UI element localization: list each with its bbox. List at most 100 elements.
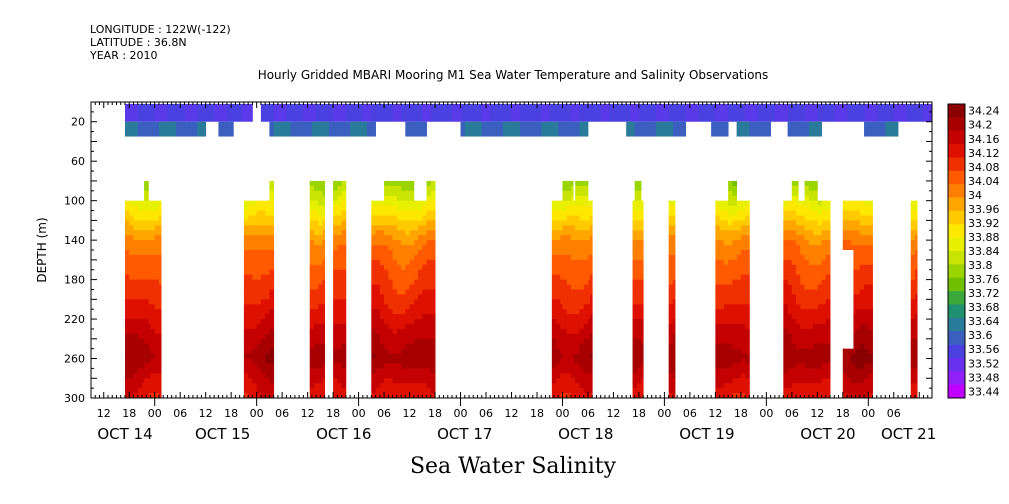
deep-cell <box>413 259 419 266</box>
deep-cell <box>562 205 568 211</box>
deep-cell <box>313 289 319 295</box>
deep-cell <box>418 358 423 364</box>
deep-cell <box>813 289 818 295</box>
deep-cell <box>392 269 398 276</box>
deep-cell <box>384 284 389 290</box>
deep-cell <box>333 210 338 216</box>
deep-cell <box>800 235 805 241</box>
deep-cell <box>129 210 134 216</box>
deep-cell <box>796 264 799 271</box>
deep-cell <box>590 200 593 206</box>
deep-cell <box>430 200 436 206</box>
deep-cell <box>260 338 266 345</box>
deep-cell <box>322 225 326 231</box>
shallow-cell <box>481 121 487 137</box>
surface-strip <box>269 103 376 122</box>
deep-cell <box>392 245 398 251</box>
deep-cell <box>551 343 557 350</box>
deep-cell <box>864 309 869 315</box>
deep-cell <box>583 328 589 335</box>
deep-cell <box>243 299 249 305</box>
deep-cell <box>915 388 918 394</box>
deep-cell <box>396 309 402 315</box>
deep-cell <box>796 180 799 187</box>
deep-cell <box>736 240 742 246</box>
deep-cell <box>915 393 918 399</box>
deep-cell <box>910 210 916 216</box>
deep-cell <box>248 210 253 216</box>
deep-cell <box>583 225 589 231</box>
shallow-cell <box>307 121 313 137</box>
deep-cell <box>672 388 676 394</box>
deep-cell <box>309 220 315 226</box>
deep-cell <box>426 304 432 310</box>
deep-cell <box>409 368 415 374</box>
deep-cell <box>318 363 323 369</box>
deep-cell <box>144 289 149 295</box>
deep-cell <box>575 324 580 330</box>
deep-cell <box>566 388 572 394</box>
deep-cell <box>800 284 805 290</box>
deep-cell <box>672 348 676 354</box>
deep-cell <box>137 314 143 320</box>
deep-cell <box>322 210 326 216</box>
deep-cell <box>715 333 721 340</box>
deep-cell <box>804 269 810 276</box>
deep-cell <box>318 195 323 202</box>
deep-cell <box>124 304 130 310</box>
surface-cell <box>524 103 529 122</box>
deep-cell <box>825 333 831 340</box>
deep-cell <box>405 319 410 325</box>
deep-cell <box>129 368 134 374</box>
deep-cell <box>422 393 427 399</box>
deep-cell <box>418 220 423 226</box>
deep-cell <box>413 388 419 394</box>
deep-cell <box>566 225 572 231</box>
deep-cell <box>333 353 338 359</box>
deep-cell <box>732 343 738 350</box>
deep-cell <box>556 210 561 216</box>
deep-cell <box>388 388 393 394</box>
deep-cell <box>800 378 805 384</box>
deep-cell <box>318 259 323 266</box>
deep-cell <box>562 225 568 231</box>
deep-cell <box>150 319 156 325</box>
deep-cell <box>379 309 385 315</box>
deep-cell <box>333 195 338 202</box>
deep-cell <box>915 304 918 310</box>
deep-cell <box>842 210 848 216</box>
deep-cell <box>566 299 572 305</box>
deep-cell <box>313 235 319 241</box>
deep-cell <box>719 348 725 354</box>
deep-cell <box>562 190 568 197</box>
deep-cell <box>371 358 376 364</box>
deep-cell <box>668 299 674 305</box>
deep-cell <box>333 200 338 206</box>
deep-cell <box>409 185 415 192</box>
deep-cell <box>252 333 258 340</box>
shallow-cell <box>711 121 716 137</box>
deep-cell <box>728 368 733 374</box>
deep-cell <box>418 333 423 340</box>
deep-cell <box>265 225 270 231</box>
deep-cell <box>566 284 572 290</box>
surface-cell <box>651 103 657 122</box>
deep-cell <box>566 353 572 359</box>
deep-cell <box>791 314 797 320</box>
surface-cell <box>566 103 572 122</box>
deep-cell <box>868 240 873 246</box>
deep-cell <box>813 294 818 300</box>
deep-cell <box>728 235 733 241</box>
deep-cell <box>583 205 589 211</box>
surface-cell <box>222 103 228 122</box>
surface-strip <box>260 103 270 122</box>
deep-cell <box>129 363 134 369</box>
deep-cell <box>562 220 568 226</box>
deep-cell <box>636 314 642 320</box>
deep-cell <box>668 358 674 364</box>
deep-cell <box>430 269 436 276</box>
deep-cell <box>137 348 143 354</box>
deep-cell <box>337 215 342 221</box>
deep-cell <box>260 245 266 251</box>
surface-cell <box>180 103 185 122</box>
